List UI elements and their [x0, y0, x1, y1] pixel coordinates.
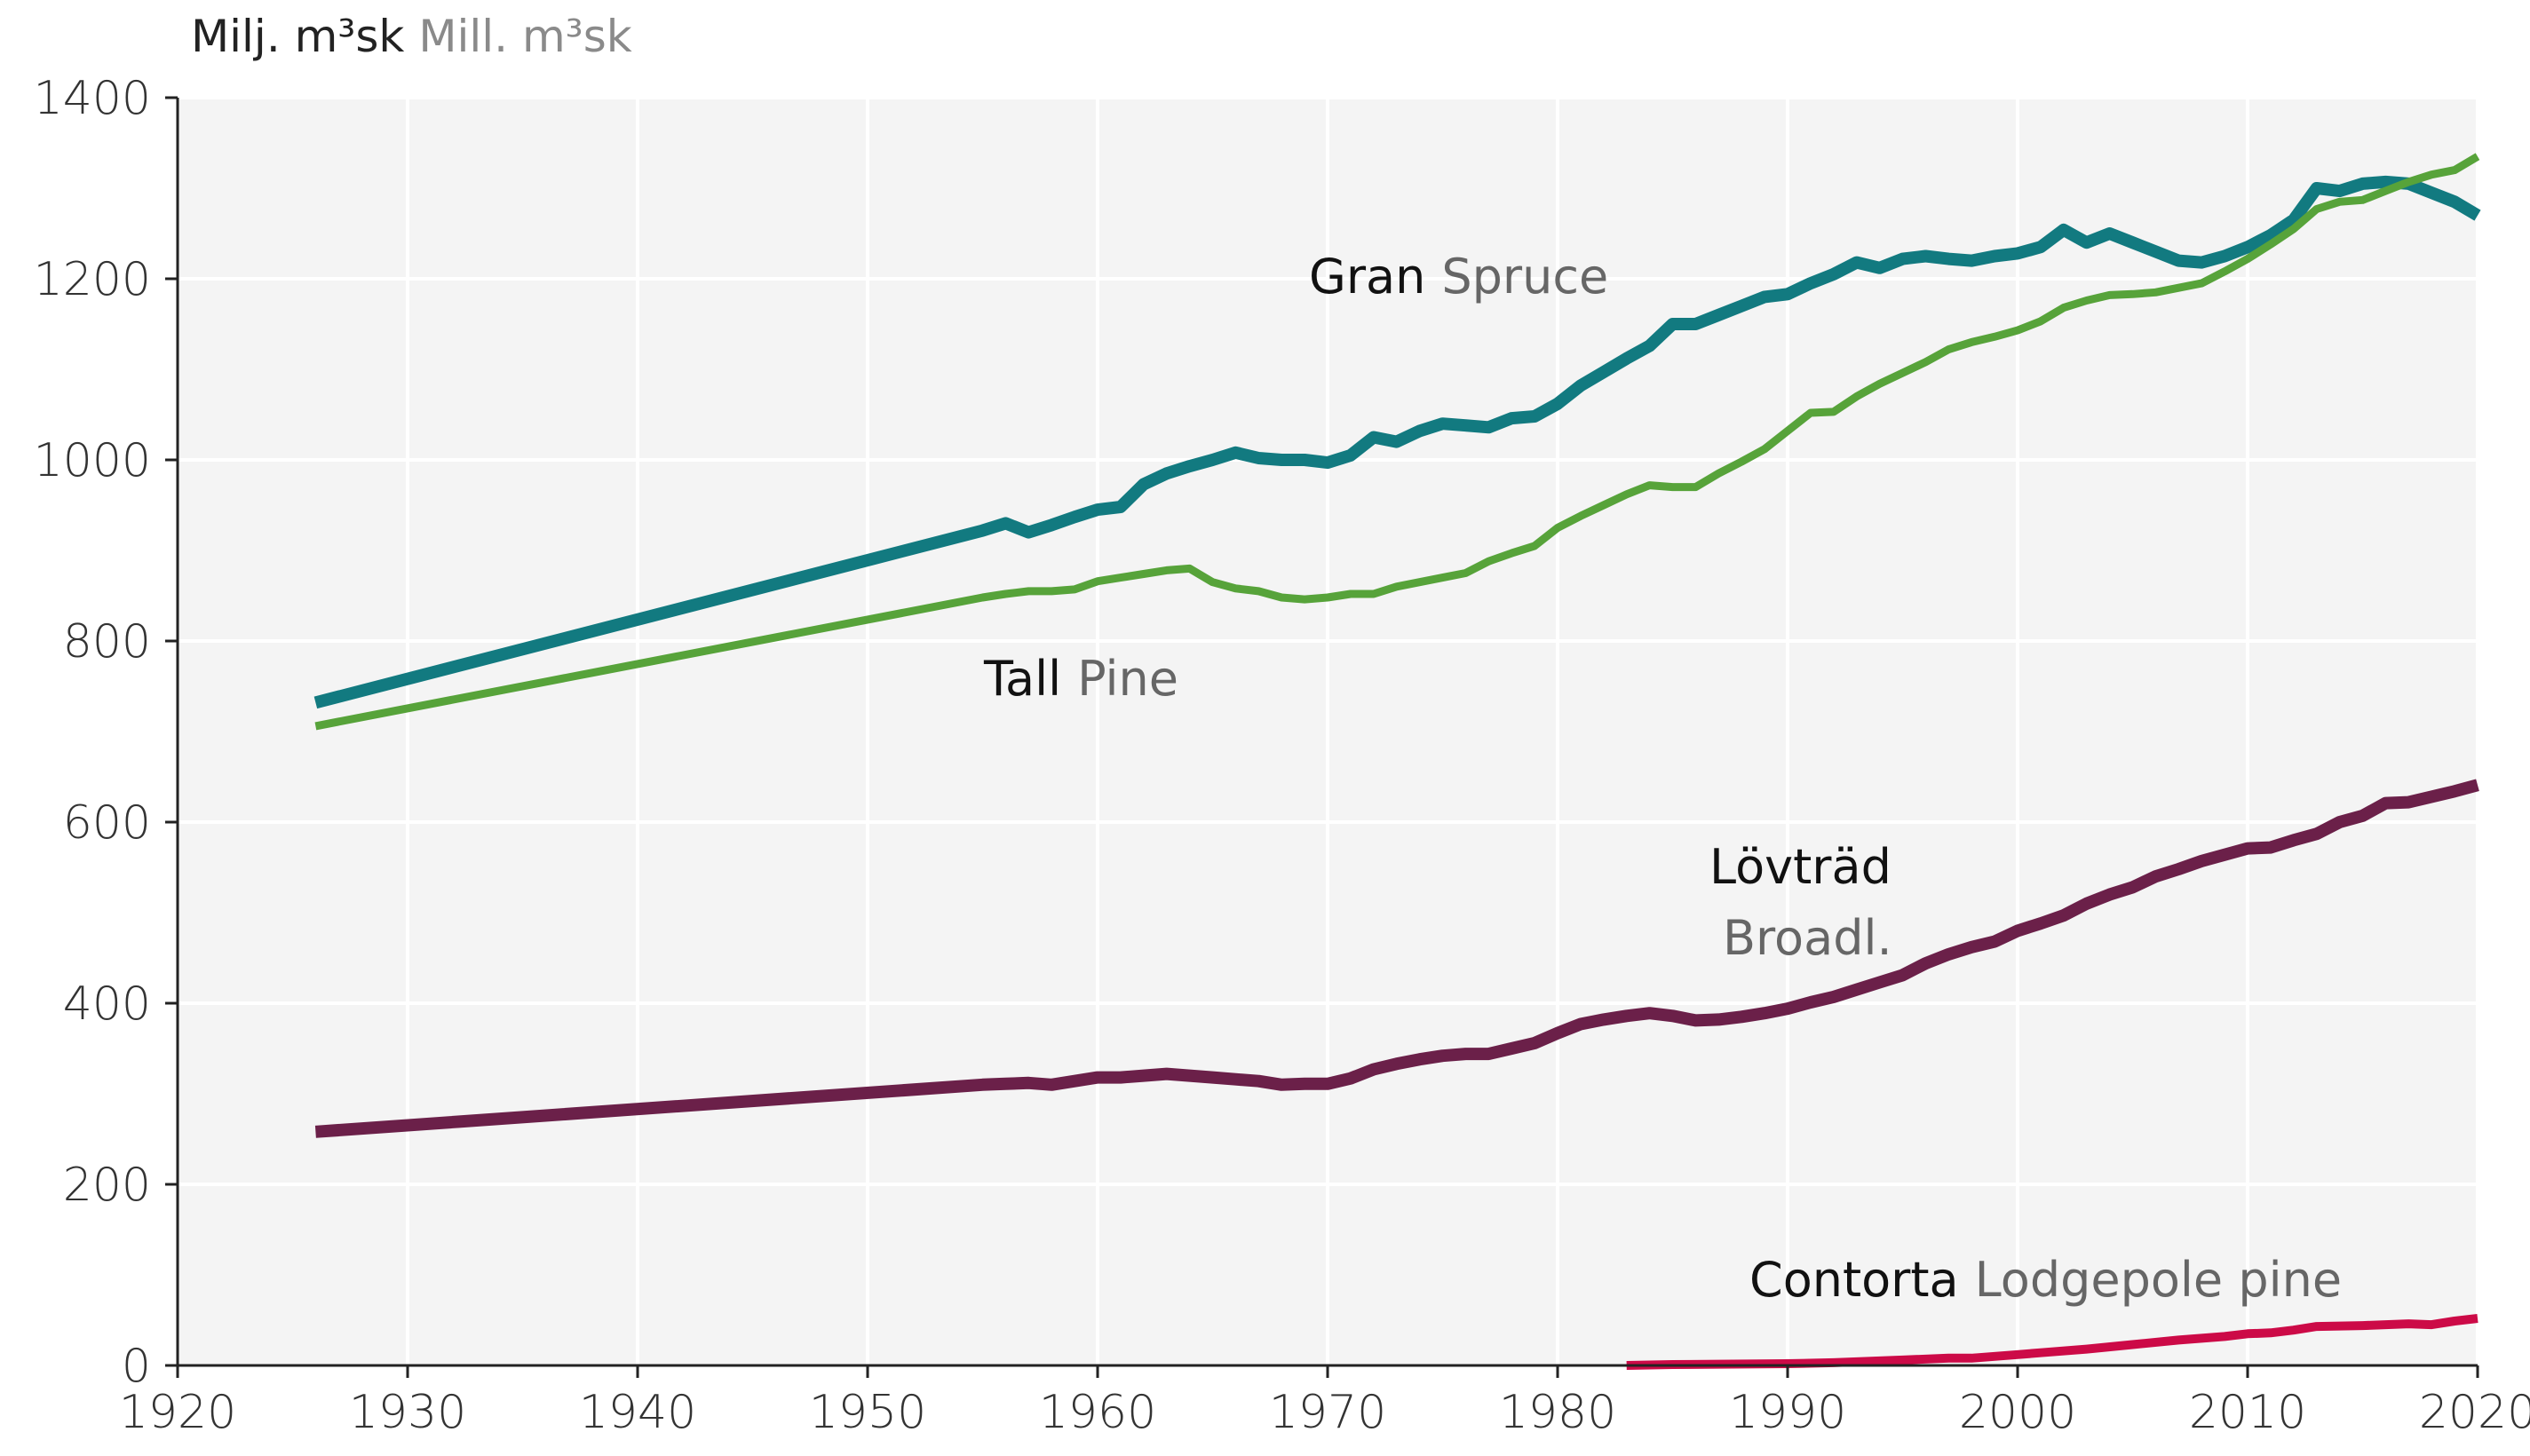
contorta-label-sv: Contorta	[1749, 1252, 1959, 1308]
y-tick-label: 800	[63, 615, 151, 669]
gran-label-sv: Gran	[1309, 249, 1425, 305]
tall-label-sv: Tall	[983, 651, 1061, 707]
x-tick-label: 1990	[1729, 1386, 1846, 1439]
unit-label-sv: Milj. m³sk	[191, 11, 404, 62]
series-label-lovtrad-sv: Lövträd	[1709, 839, 1892, 895]
series-label-contorta: Contorta Lodgepole pine	[1749, 1252, 2342, 1308]
contorta-label-en: Lodgepole pine	[1975, 1252, 2342, 1308]
y-tick-labels: 0 200 400 600 800 1000 1200 1400	[34, 72, 151, 1393]
tall-label-en: Pine	[1077, 651, 1178, 707]
x-tick-label: 2000	[1959, 1386, 2076, 1439]
series-line-contorta	[1626, 1314, 2478, 1370]
x-tick-label: 2010	[2189, 1386, 2306, 1439]
x-tick-label: 1960	[1039, 1386, 1156, 1439]
x-tick-label: 1980	[1499, 1386, 1616, 1439]
x-tick-label: 2020	[2419, 1386, 2530, 1439]
x-tick-label: 1920	[119, 1386, 236, 1439]
y-tick-label: 200	[63, 1159, 151, 1212]
series-line-lvtrd	[314, 779, 2479, 1138]
series-label-tall: Tall Pine	[983, 651, 1178, 707]
series-line-tall	[314, 153, 2480, 731]
unit-label: Milj. m³sk Mill. m³sk	[191, 11, 632, 62]
x-tick-label: 1930	[349, 1386, 466, 1439]
axes	[165, 96, 2479, 1378]
series-line-gran	[313, 175, 2481, 709]
y-tick-label: 1000	[34, 434, 151, 487]
unit-label-en: Mill. m³sk	[418, 11, 631, 62]
x-tick-label: 1950	[809, 1386, 926, 1439]
y-tick-label: 1200	[34, 253, 151, 306]
series-lines	[313, 153, 2481, 1370]
x-tick-labels: 1920 1930 1940 1950 1960 1970 1980 1990 2000 2010…	[119, 1386, 2530, 1439]
y-tick-label: 600	[63, 796, 151, 850]
gran-label-en: Spruce	[1441, 249, 1608, 305]
series-label-gran: Gran Spruce	[1309, 249, 1608, 305]
x-tick-label: 1970	[1269, 1386, 1386, 1439]
y-tick-label: 1400	[34, 72, 151, 125]
y-tick-label: 0	[122, 1340, 151, 1393]
y-tick-label: 400	[63, 977, 151, 1031]
series-label-lovtrad-en: Broadl.	[1723, 910, 1892, 966]
x-tick-label: 1940	[579, 1386, 696, 1439]
